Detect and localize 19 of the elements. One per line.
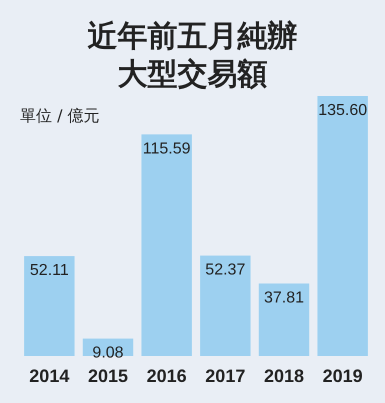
x-tick-label: 2015: [88, 366, 128, 386]
x-tick-label: 2016: [146, 366, 187, 386]
data-label: 52.11: [30, 262, 69, 280]
data-label: 9.08: [92, 344, 124, 362]
x-tick-label: 2014: [29, 366, 70, 386]
bar: [24, 256, 75, 356]
bar: [200, 256, 251, 356]
bar: [317, 96, 368, 356]
x-tick-label: 2017: [205, 366, 246, 386]
data-label: 37.81: [264, 290, 304, 307]
data-label: 135.60: [318, 102, 368, 119]
data-label: 115.59: [142, 140, 191, 158]
data-label: 52.37: [205, 262, 246, 279]
bar: [141, 134, 192, 356]
chart-title: 近年前五月純辦大型交易額: [86, 18, 298, 94]
bar: [258, 284, 310, 356]
x-tick-label: 2018: [264, 366, 304, 386]
x-tick-label: 2019: [322, 366, 363, 386]
y-axis-title: 單位 / 億元: [20, 106, 100, 127]
